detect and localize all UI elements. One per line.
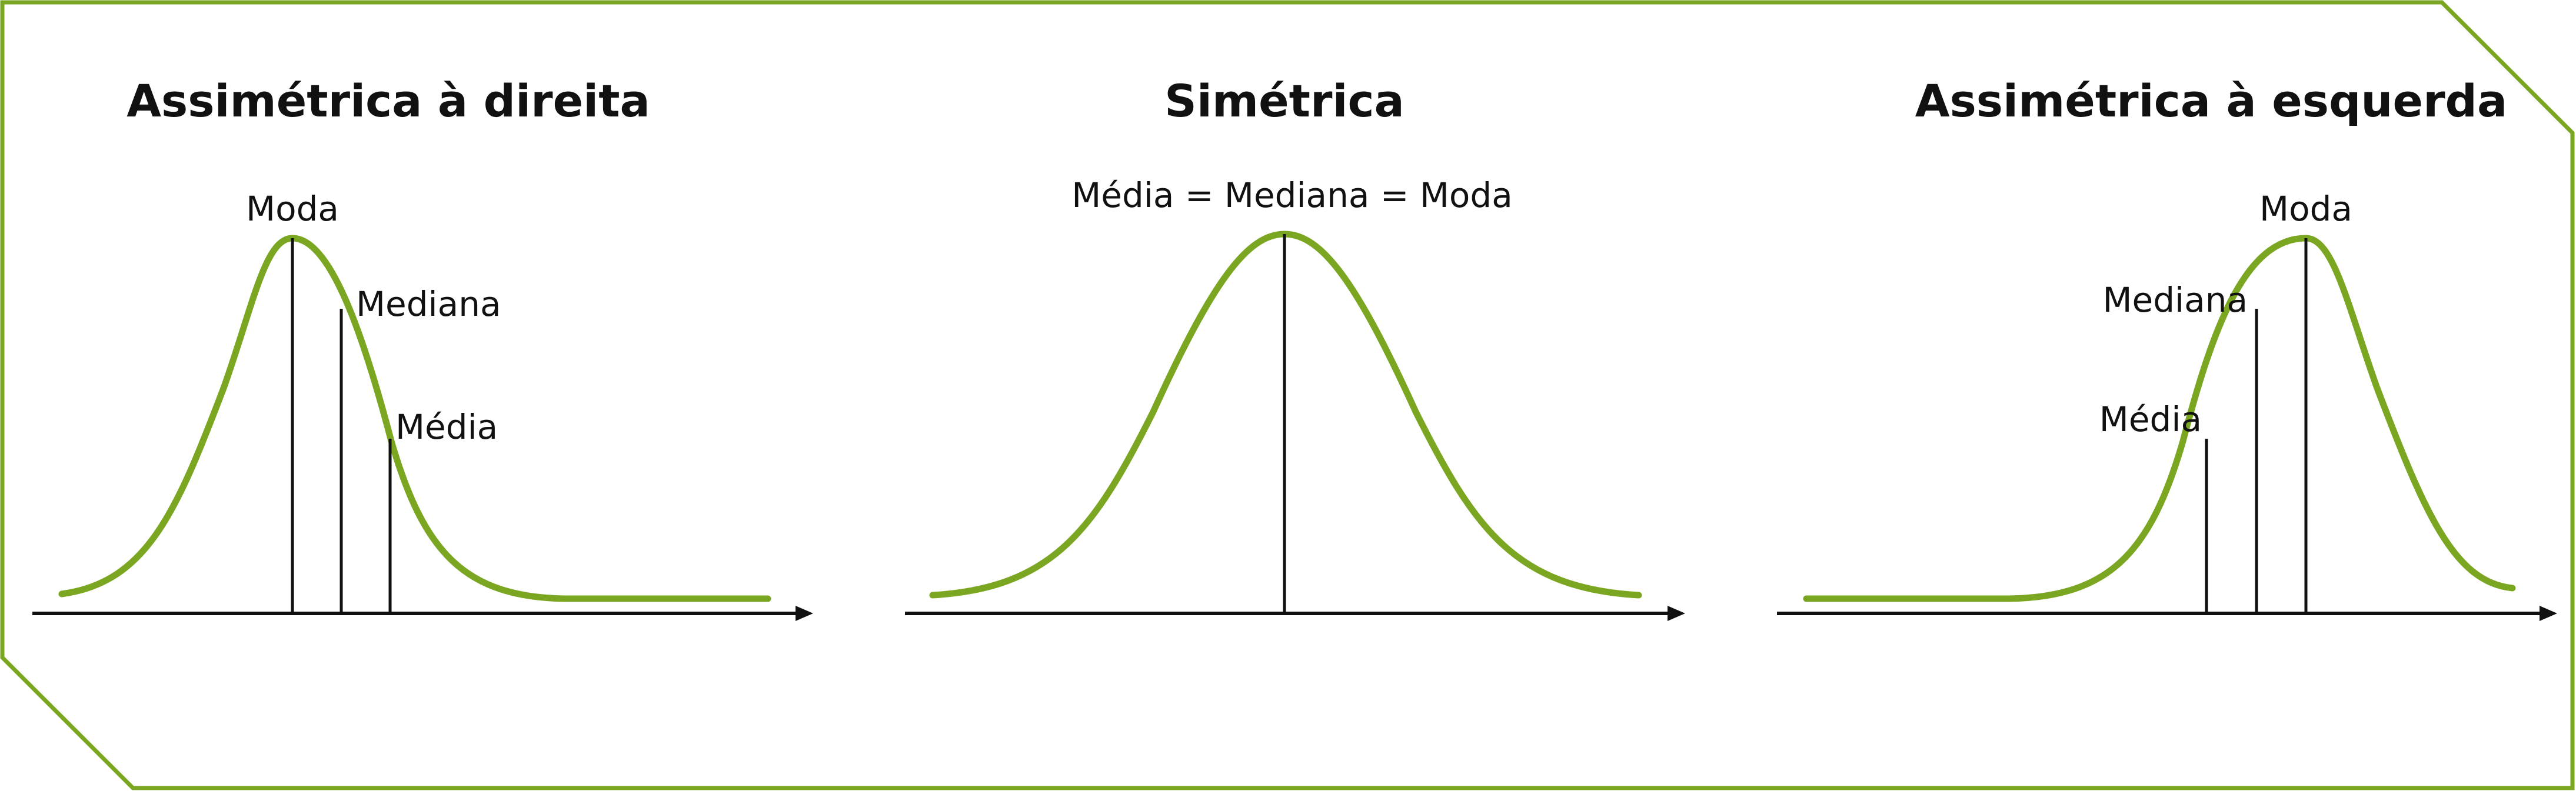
panel-symmetric: Simétrica Média = Mediana = Moda xyxy=(905,75,1685,621)
panel-title-right-skewed: Assimétrica à direita xyxy=(127,75,650,127)
x-axis-arrowhead xyxy=(1668,606,1685,621)
mode-label: Moda xyxy=(2259,189,2352,229)
right-skewed-distribution-curve xyxy=(58,235,771,602)
mean-label: Média xyxy=(395,407,498,447)
mean-median-mode-label: Média = Mediana = Moda xyxy=(1071,175,1513,215)
median-label: Mediana xyxy=(356,284,501,324)
panel-title-symmetric: Simétrica xyxy=(1164,75,1405,127)
x-axis-arrowhead xyxy=(796,606,813,621)
panel-left-skewed: Assimétrica à esquerda Média Mediana Mod… xyxy=(1777,75,2557,621)
panel-right-skewed: Assimétrica à direita Moda Mediana Média xyxy=(32,75,813,621)
x-axis-arrowhead xyxy=(2540,606,2557,621)
panel-title-left-skewed: Assimétrica à esquerda xyxy=(1915,75,2507,127)
median-label: Mediana xyxy=(2103,280,2248,320)
left-skewed-distribution-curve xyxy=(1803,235,2516,602)
mean-label: Média xyxy=(2099,399,2202,439)
mode-label: Moda xyxy=(246,189,339,229)
